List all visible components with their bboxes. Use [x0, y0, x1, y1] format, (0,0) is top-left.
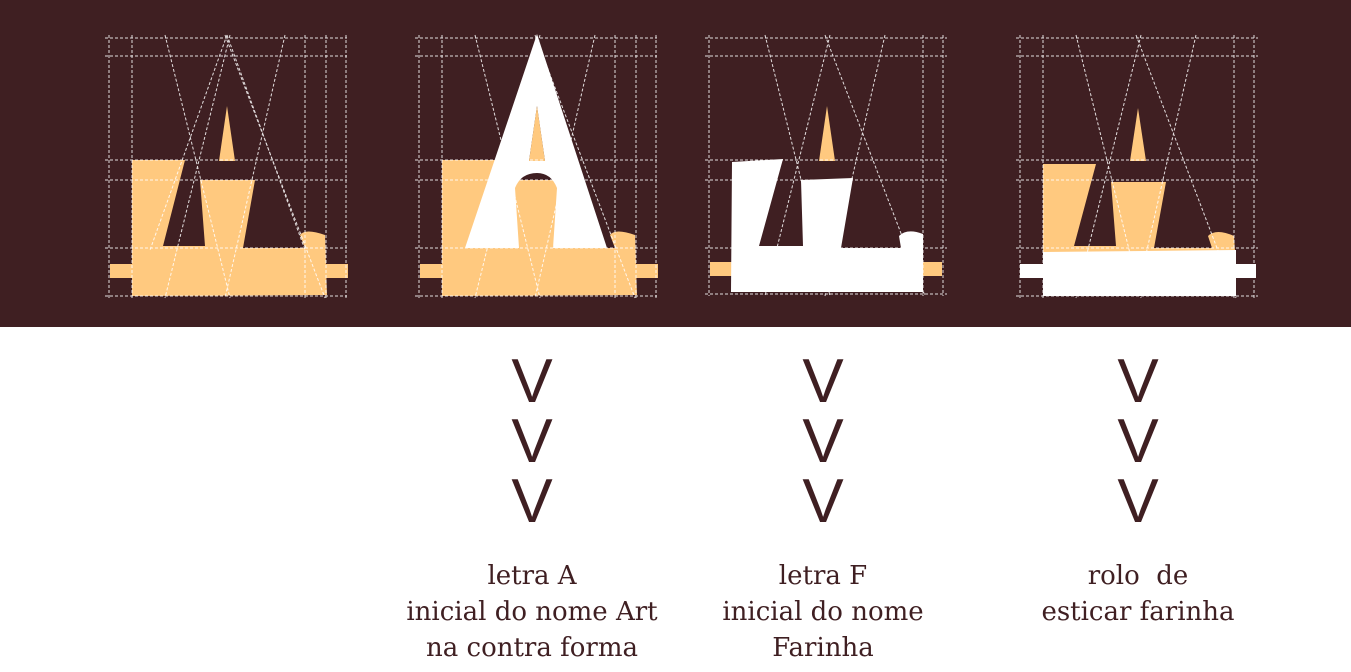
- down-arrow-icon: V: [511, 347, 553, 416]
- caption-line: na contra forma: [426, 633, 638, 663]
- letter-f-graphic: [705, 34, 947, 297]
- letter-f-shape: [731, 159, 923, 292]
- column-rolling-pin: V V V rolo de esticar farinha: [978, 347, 1298, 630]
- down-arrow-icon: V: [511, 467, 553, 536]
- down-arrow-icon: V: [1117, 467, 1159, 536]
- caption-line: esticar farinha: [1041, 597, 1235, 627]
- column-letter-f: V V V letra F inicial do nome Farinha: [663, 347, 983, 666]
- down-arrow-icon: V: [1117, 347, 1159, 416]
- down-arrow-icon: V: [1117, 407, 1159, 476]
- column-letter-a: V V V letra A inicial do nome Art na con…: [372, 347, 692, 666]
- caption-letter-f: letra F inicial do nome Farinha: [663, 558, 983, 666]
- caption-letter-a: letra A inicial do nome Art na contra fo…: [372, 558, 692, 666]
- caption-line: inicial do nome Art: [406, 597, 658, 627]
- letter-a-graphic: [415, 34, 658, 299]
- caption-line: letra A: [487, 561, 577, 591]
- down-arrow-icon: V: [802, 407, 844, 476]
- base-logo-graphic: [105, 34, 348, 299]
- caption-rolling-pin: rolo de esticar farinha: [978, 558, 1298, 630]
- panel-base-logo: [105, 30, 355, 300]
- caption-line: Farinha: [772, 633, 874, 663]
- panel-rolling-pin: [1016, 30, 1266, 300]
- caption-line: letra F: [778, 561, 868, 591]
- down-arrow-icon: V: [802, 467, 844, 536]
- construction-grid: [105, 34, 347, 299]
- down-arrow-icon: V: [802, 347, 844, 416]
- caption-line: rolo de: [1087, 561, 1189, 591]
- down-arrow-icon: V: [511, 407, 553, 476]
- caption-line: inicial do nome: [722, 597, 924, 627]
- flour-base-shape: [132, 160, 327, 296]
- panel-letter-a: [415, 30, 665, 300]
- rolling-pin-graphic: [1016, 34, 1258, 299]
- letter-a-shape: [465, 34, 607, 248]
- flame-shape: [219, 106, 235, 161]
- panel-letter-f: [705, 30, 955, 300]
